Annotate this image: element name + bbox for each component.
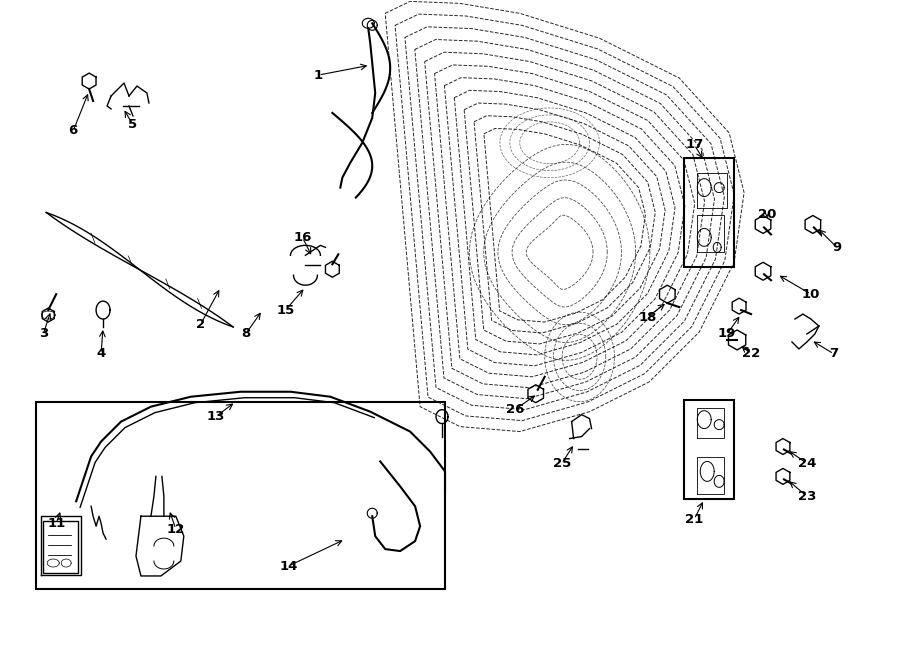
Text: 26: 26 <box>506 403 524 416</box>
Bar <box>36 402 445 589</box>
Text: 8: 8 <box>241 328 250 340</box>
Text: 24: 24 <box>797 457 816 470</box>
Text: 13: 13 <box>206 410 225 423</box>
Text: 21: 21 <box>685 512 704 526</box>
Text: 15: 15 <box>276 304 294 316</box>
Text: 3: 3 <box>39 328 48 340</box>
Text: 11: 11 <box>47 516 66 530</box>
Text: 1: 1 <box>314 69 323 81</box>
Bar <box>684 400 734 499</box>
Text: 5: 5 <box>129 118 138 131</box>
Text: 16: 16 <box>293 231 311 244</box>
Text: 9: 9 <box>832 241 842 254</box>
Text: 10: 10 <box>802 288 820 301</box>
Bar <box>43 521 78 573</box>
Text: 6: 6 <box>68 124 77 137</box>
Text: 22: 22 <box>742 348 760 360</box>
Text: 4: 4 <box>96 348 105 360</box>
Text: 17: 17 <box>685 138 704 152</box>
Text: 20: 20 <box>758 208 776 221</box>
Text: 14: 14 <box>279 559 298 573</box>
Text: 25: 25 <box>553 457 571 470</box>
Bar <box>684 158 734 267</box>
Text: 12: 12 <box>166 523 185 536</box>
Text: 2: 2 <box>196 318 205 330</box>
Text: 7: 7 <box>829 348 839 360</box>
Text: 18: 18 <box>638 310 657 324</box>
Text: 23: 23 <box>797 490 816 503</box>
Text: 19: 19 <box>718 328 736 340</box>
